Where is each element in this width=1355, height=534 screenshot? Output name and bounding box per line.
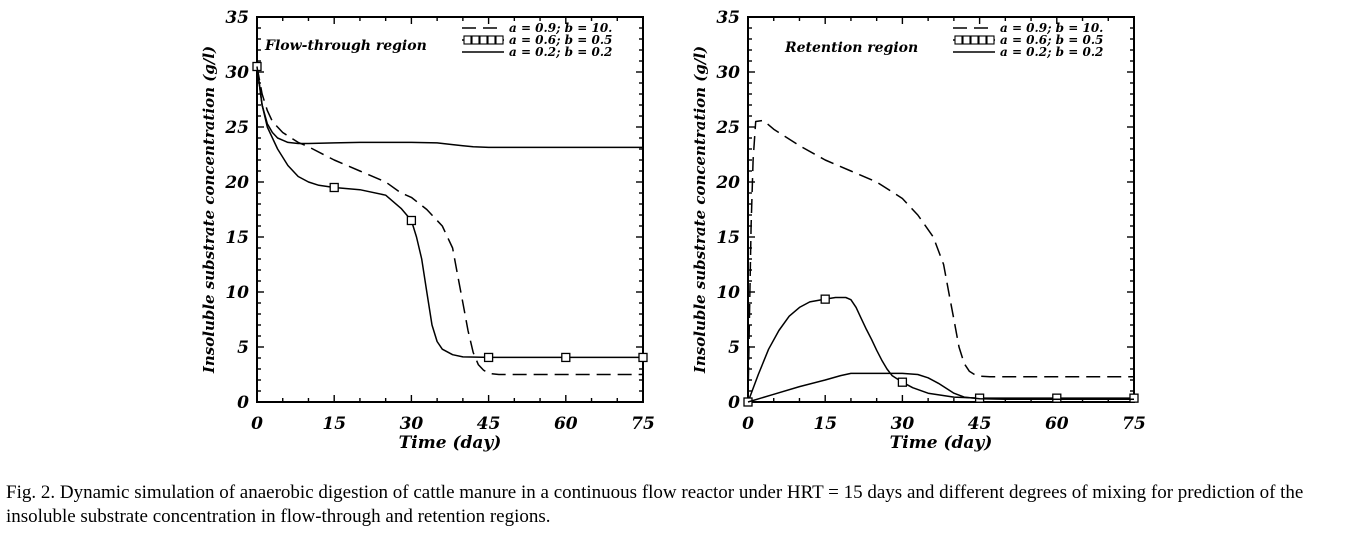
x-tick-label: 45 — [477, 414, 501, 434]
legend-marker — [471, 35, 480, 45]
y-tick-label: 10 — [716, 283, 740, 303]
series-marker — [1052, 393, 1062, 403]
x-tick-label: 45 — [968, 414, 992, 434]
legend-marker — [479, 35, 488, 45]
legend-entry: a = 0.6; b = 0.5 — [509, 33, 612, 47]
series-marker — [638, 352, 648, 363]
y-tick-label: 15 — [716, 228, 740, 248]
legend-marker — [495, 35, 504, 45]
x-tick-label: 60 — [1045, 414, 1069, 434]
x-axis-title: Time (day) — [399, 433, 502, 453]
series-marker — [406, 215, 417, 226]
legend-entry: a = 0.2; b = 0.2 — [1000, 45, 1103, 59]
legend-entry: a = 0.9; b = 10. — [1000, 21, 1103, 35]
y-tick-label: 0 — [728, 393, 740, 413]
series-marker — [483, 352, 494, 363]
y-tick-label: 10 — [225, 283, 249, 303]
legend-marker — [487, 35, 496, 45]
series-line-2 — [747, 372, 1134, 403]
plot-frame — [256, 16, 644, 403]
x-axis-title: Time (day) — [890, 433, 993, 453]
panel-title: Retention region — [784, 40, 918, 56]
y-tick-label: 0 — [237, 393, 249, 413]
legend-entry: a = 0.9; b = 10. — [509, 21, 612, 35]
y-tick-label: 30 — [225, 63, 249, 83]
y-tick-label: 15 — [225, 228, 249, 248]
series-marker — [561, 352, 571, 363]
chart-panel-retention: 0 5 10 15 20 25 30 35 0 15 30 45 60 75 Time (day) Insol… — [691, 8, 1146, 453]
y-tick-label: 20 — [715, 173, 740, 193]
legend: a = 0.9; b = 10.a = 0.6; b = 0.5a = 0.2;… — [462, 21, 612, 59]
x-tick-label: 15 — [322, 414, 346, 434]
legend-marker — [463, 35, 472, 45]
legend-marker — [954, 35, 963, 45]
series-marker — [1129, 393, 1139, 403]
y-tick-label: 20 — [224, 173, 249, 193]
y-axis-title: Insoluble substrate concentration (g/l) — [691, 46, 709, 374]
y-tick-label: 30 — [716, 63, 740, 83]
x-tick-label: 0 — [742, 414, 754, 434]
plot-frame — [747, 16, 1135, 403]
y-tick-label: 5 — [237, 338, 249, 358]
x-tick-label: 0 — [251, 414, 263, 434]
x-tick-label: 75 — [631, 414, 655, 434]
series-marker — [820, 294, 830, 304]
series-line-0 — [256, 66, 643, 376]
legend-marker — [962, 35, 971, 45]
x-tick-label: 75 — [1122, 414, 1146, 434]
figure-caption: Fig. 2. Dynamic simulation of anaerobic … — [6, 482, 1304, 527]
series-line-0 — [747, 119, 1134, 403]
series-marker — [329, 182, 339, 193]
legend-entry: a = 0.6; b = 0.5 — [1000, 33, 1103, 47]
x-tick-label: 30 — [400, 414, 424, 434]
series-marker — [897, 377, 908, 387]
legend: a = 0.9; b = 10.a = 0.6; b = 0.5a = 0.2;… — [953, 21, 1103, 59]
series-line-1 — [256, 66, 643, 359]
y-tick-label: 5 — [728, 338, 740, 358]
panel-title: Flow-through region — [264, 38, 427, 54]
chart-panel-flow-through: 0 5 10 15 20 25 30 35 0 15 30 45 60 75 Time (day) Insol… — [200, 8, 655, 453]
legend-entry: a = 0.2; b = 0.2 — [509, 45, 612, 59]
y-tick-label: 25 — [715, 118, 740, 138]
y-axis-title: Insoluble substrate concentration (g/l) — [200, 46, 218, 374]
legend-marker — [970, 35, 979, 45]
x-tick-label: 30 — [891, 414, 915, 434]
legend-marker — [978, 35, 987, 45]
series-line-2 — [256, 66, 643, 149]
legend-marker — [986, 35, 995, 45]
series-line-1 — [747, 296, 1134, 403]
x-tick-label: 60 — [554, 414, 578, 434]
y-tick-label: 35 — [225, 8, 249, 28]
x-tick-label: 15 — [813, 414, 837, 434]
y-tick-label: 25 — [224, 118, 249, 138]
y-tick-label: 35 — [716, 8, 740, 28]
